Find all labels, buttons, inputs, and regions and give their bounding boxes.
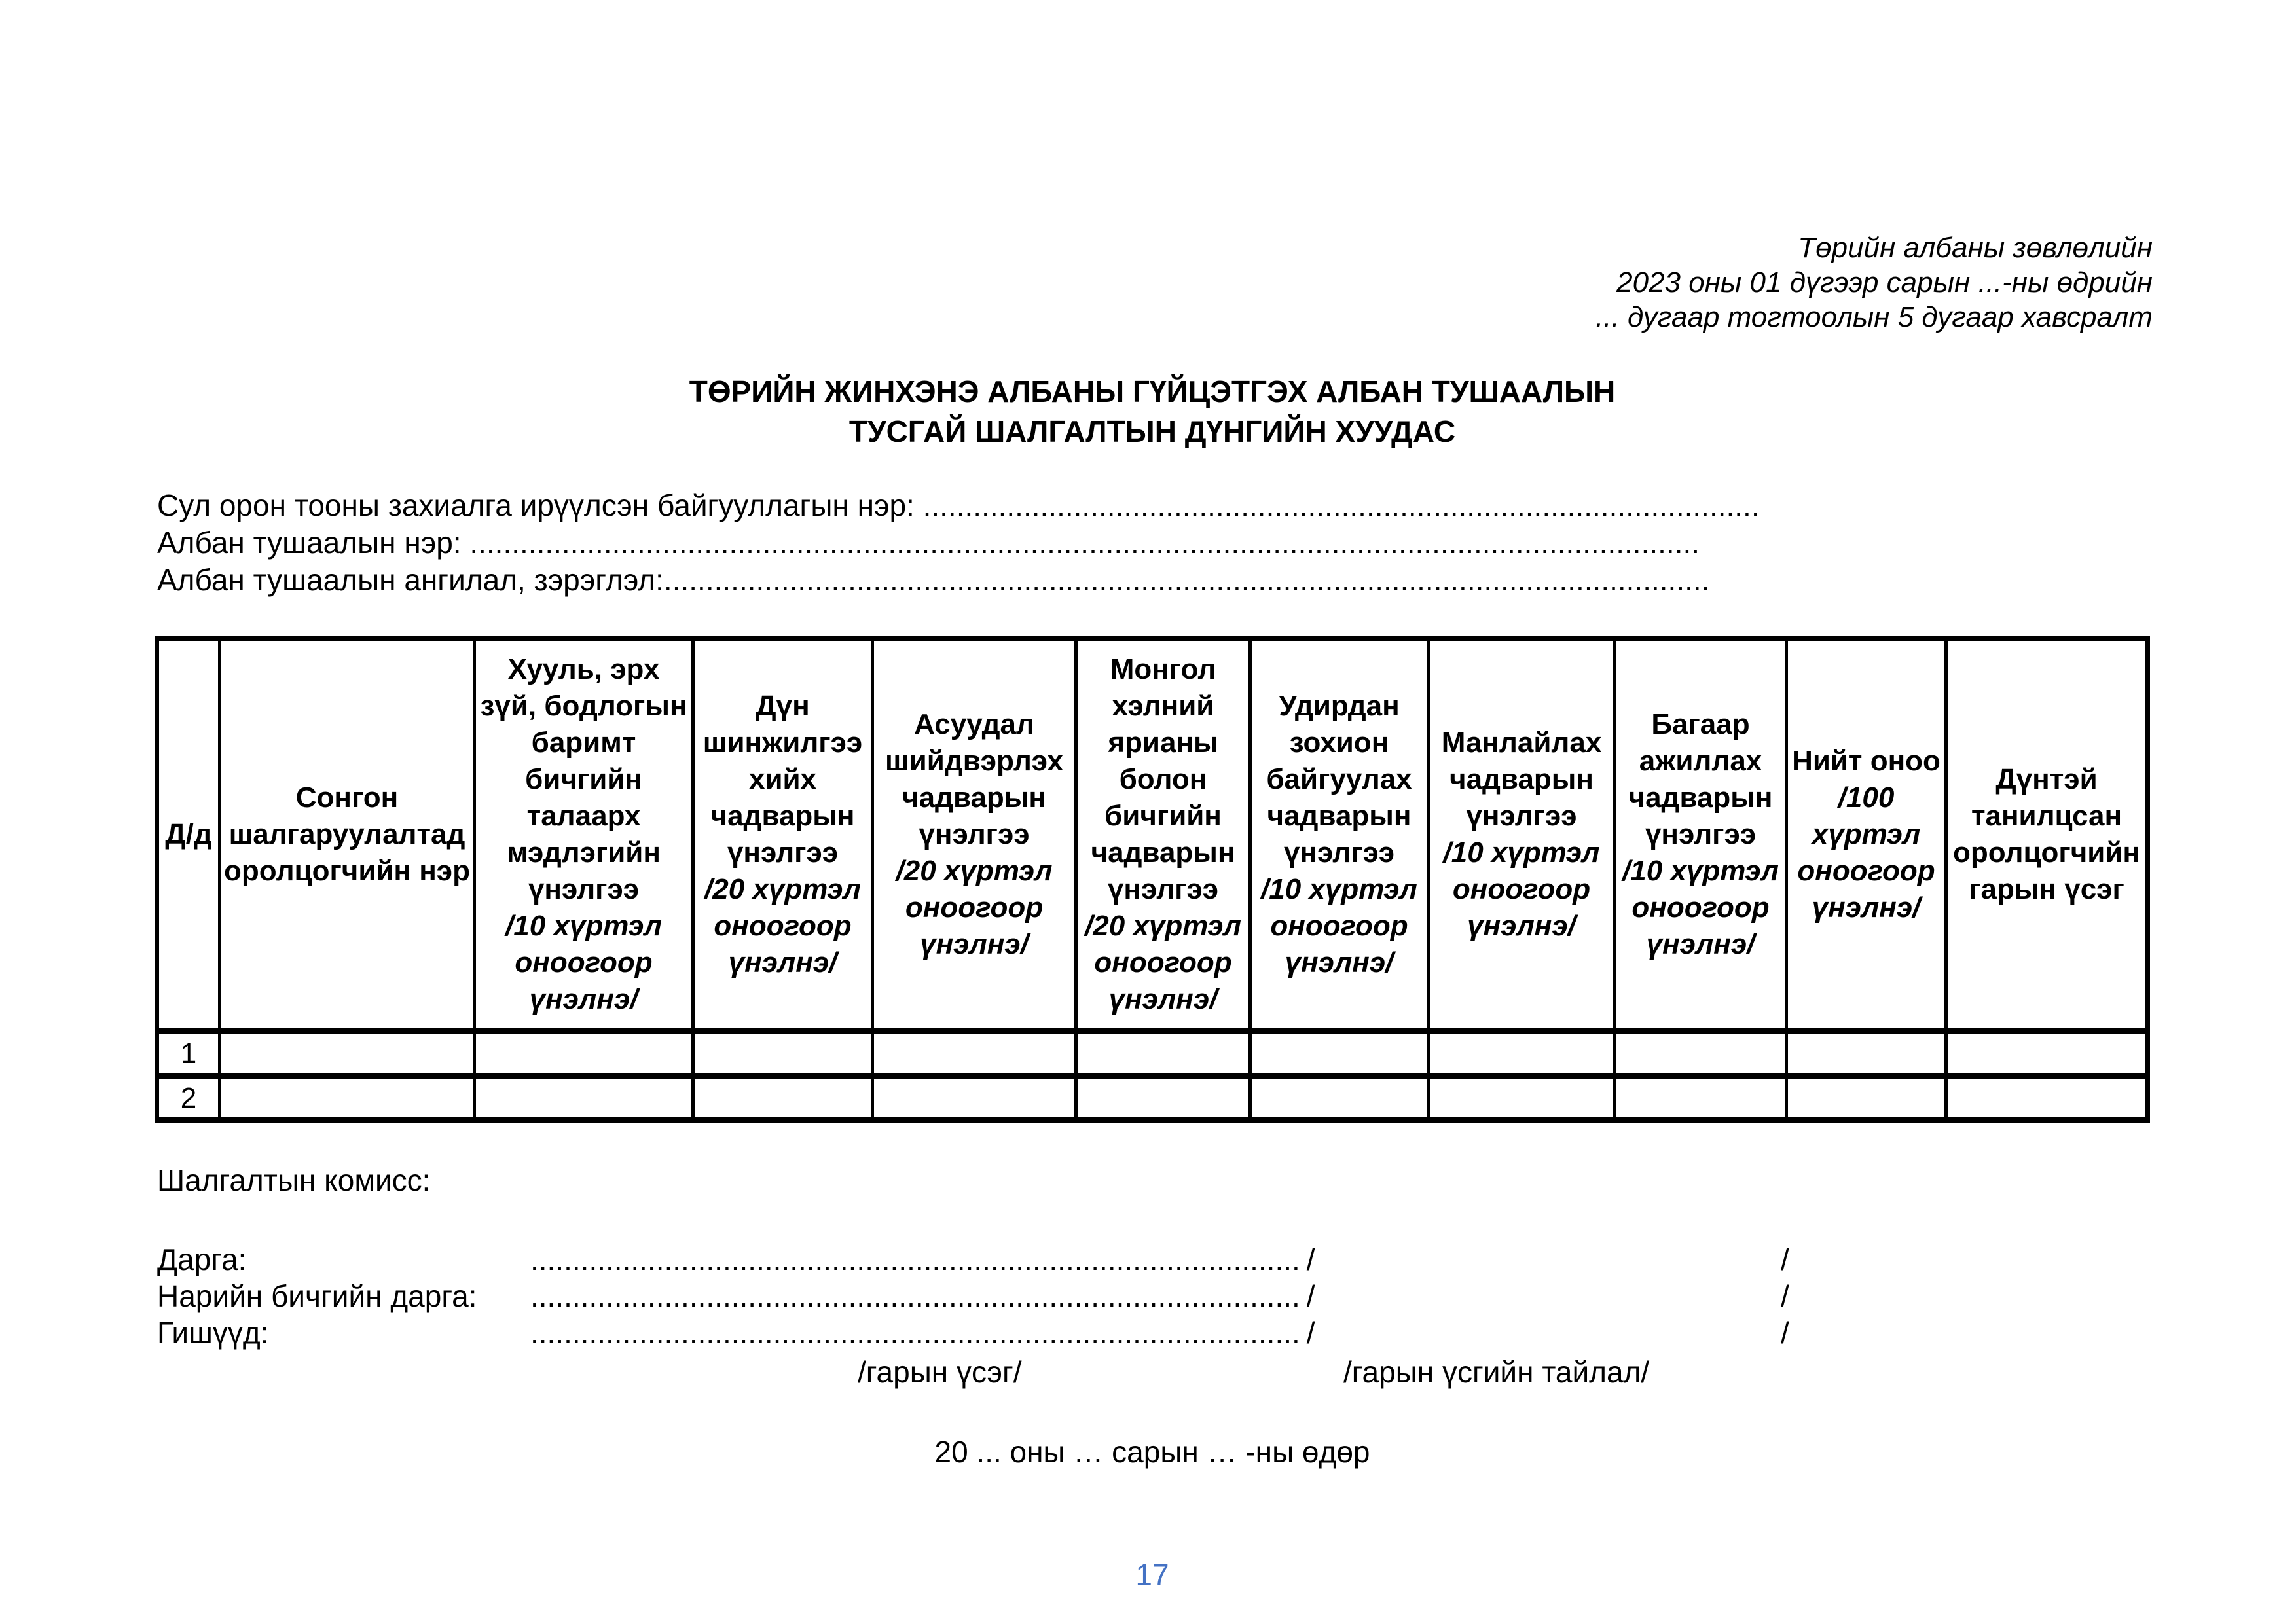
date-line: 20 ... оны … сарын … -ны өдөр bbox=[934, 1435, 1370, 1469]
slash-mark: / bbox=[1781, 1316, 1789, 1350]
commission-heading: Шалгалтын комисс: bbox=[157, 1163, 431, 1197]
table-cell-empty bbox=[1944, 1074, 2149, 1123]
header-cell-law-knowledge: Хууль, эрх зүй, бодлогын баримт бичгийн … bbox=[473, 637, 695, 1034]
commission-member-members: Гишүүд:.................................… bbox=[157, 1314, 2151, 1351]
table-cell-empty bbox=[1427, 1074, 1616, 1123]
table-cell-empty bbox=[218, 1030, 476, 1079]
appendix-note-line: 2023 оны 01 дүгээр сарын ...-ны өдрийн bbox=[1616, 266, 2153, 298]
table-cell-empty bbox=[691, 1074, 874, 1123]
table-cell-empty bbox=[473, 1074, 695, 1123]
header-cell-total-score: Нийт оноо/100 хүртэл оноогоор үнэлнэ/ bbox=[1785, 637, 1948, 1034]
dotted-blank: ........................................… bbox=[922, 488, 1760, 522]
header-cell-teamwork-skill: Багаар ажиллах чадварын үнэлгээ/10 хүртэ… bbox=[1613, 637, 1788, 1034]
slash-mark: / bbox=[1306, 1316, 1315, 1350]
table-cell-empty bbox=[218, 1074, 476, 1123]
page-title-line-2: ТУСГАЙ ШАЛГАЛТЫН ДҮНГИЙН ХУУДАС bbox=[848, 414, 1456, 448]
header-cell-number: Д/д bbox=[155, 637, 221, 1034]
table-cell-empty bbox=[871, 1074, 1078, 1123]
field-label: Сул орон тооны захиалга ирүүлсэн байгуул… bbox=[157, 488, 923, 522]
table-cell-empty bbox=[1785, 1074, 1948, 1123]
header-cell-participant-name: Сонгон шалгаруулалтад оролцогчийн нэр bbox=[218, 637, 476, 1034]
field-position-name: Албан тушаалын нэр: ....................… bbox=[157, 524, 2151, 562]
page-title-line-1: ТӨРИЙН ЖИНХЭНЭ АЛБАНЫ ГҮЙЦЭТГЭХ АЛБАН ТУ… bbox=[689, 374, 1616, 408]
member-label: Гишүүд: bbox=[157, 1316, 269, 1350]
form-fields: Сул орон тооны захиалга ирүүлсэн байгуул… bbox=[157, 487, 2151, 599]
row-number-cell: 1 bbox=[155, 1030, 221, 1079]
dotted-blank: ........................................… bbox=[530, 1316, 1300, 1350]
field-label: Албан тушаалын ангилал, зэрэглэл: bbox=[157, 563, 664, 597]
commission-member-chair: Дарга:..................................… bbox=[157, 1241, 2151, 1278]
table-cell-empty bbox=[473, 1030, 695, 1079]
page-title: ТӨРИЙН ЖИНХЭНЭ АЛБАНЫ ГҮЙЦЭТГЭХ АЛБАН ТУ… bbox=[157, 372, 2147, 452]
header-cell-analysis-skill: Дүн шинжилгээ хийх чадварын үнэлгээ/20 х… bbox=[691, 637, 874, 1034]
appendix-note-line: ... дугаар тогтоолын 5 дугаар хавсралт bbox=[1595, 301, 2153, 333]
table-cell-empty bbox=[1074, 1030, 1252, 1079]
dotted-blank: ........................................… bbox=[530, 1242, 1300, 1276]
header-cell-leadership-skill: Манлайлах чадварын үнэлгээ/10 хүртэл оно… bbox=[1427, 637, 1616, 1034]
member-label: Дарга: bbox=[157, 1242, 247, 1276]
member-label: Нарийн бичгийн дарга: bbox=[157, 1279, 477, 1313]
table-cell-empty bbox=[1427, 1030, 1616, 1079]
field-organization-name: Сул орон тооны захиалга ирүүлсэн байгуул… bbox=[157, 487, 2151, 524]
slash-mark: / bbox=[1781, 1279, 1789, 1313]
row-number-cell: 2 bbox=[155, 1074, 221, 1123]
table-cell-empty bbox=[1613, 1030, 1788, 1079]
table-cell-empty bbox=[1785, 1030, 1948, 1079]
slash-mark: / bbox=[1306, 1242, 1315, 1276]
field-position-class: Албан тушаалын ангилал, зэрэглэл:.......… bbox=[157, 562, 2151, 599]
results-table: Д/д Сонгон шалгаруулалтад оролцогчийн нэ… bbox=[155, 636, 2150, 1123]
dotted-blank: ........................................… bbox=[469, 526, 1700, 560]
dotted-blank: ........................................… bbox=[530, 1279, 1300, 1313]
header-cell-problem-solving: Асуудал шийдвэрлэх чадварын үнэлгээ/20 х… bbox=[871, 637, 1078, 1034]
table-cell-empty bbox=[871, 1030, 1078, 1079]
table-header-row: Д/д Сонгон шалгаруулалтад оролцогчийн нэ… bbox=[155, 637, 2149, 1034]
table-cell-empty bbox=[1248, 1074, 1430, 1123]
commission-members: Дарга:..................................… bbox=[157, 1241, 2151, 1351]
slash-mark: / bbox=[1306, 1279, 1315, 1313]
field-label: Албан тушаалын нэр: bbox=[157, 526, 470, 560]
signature-caption: /гарын үсэг/ bbox=[858, 1355, 1022, 1389]
dotted-blank: ........................................… bbox=[663, 563, 1710, 597]
table-cell-empty bbox=[1613, 1074, 1788, 1123]
table-cell-empty bbox=[691, 1030, 874, 1079]
appendix-note-line: Төрийн албаны зөвлөлийн bbox=[1798, 232, 2153, 264]
header-cell-signature: Дүнтэй танилцсан оролцогчийн гарын үсэг bbox=[1944, 637, 2149, 1034]
slash-mark: / bbox=[1781, 1242, 1789, 1276]
header-cell-mongolian-language: Монгол хэлний ярианы болон бичгийн чадва… bbox=[1074, 637, 1252, 1034]
table-row: 1 bbox=[155, 1030, 2149, 1079]
table-cell-empty bbox=[1944, 1030, 2149, 1079]
signature-transcript-caption: /гарын үсгийн тайлал/ bbox=[1343, 1355, 1650, 1389]
commission-member-secretary: Нарийн бичгийн дарга:...................… bbox=[157, 1278, 2151, 1314]
table-row: 2 bbox=[155, 1074, 2149, 1123]
page-number: 17 bbox=[1135, 1558, 1169, 1592]
header-cell-management-skill: Удирдан зохион байгуулах чадварын үнэлгэ… bbox=[1248, 637, 1430, 1034]
table-cell-empty bbox=[1248, 1030, 1430, 1079]
table-cell-empty bbox=[1074, 1074, 1252, 1123]
appendix-note: Төрийн албаны зөвлөлийн 2023 оны 01 дүгэ… bbox=[1595, 230, 2153, 334]
